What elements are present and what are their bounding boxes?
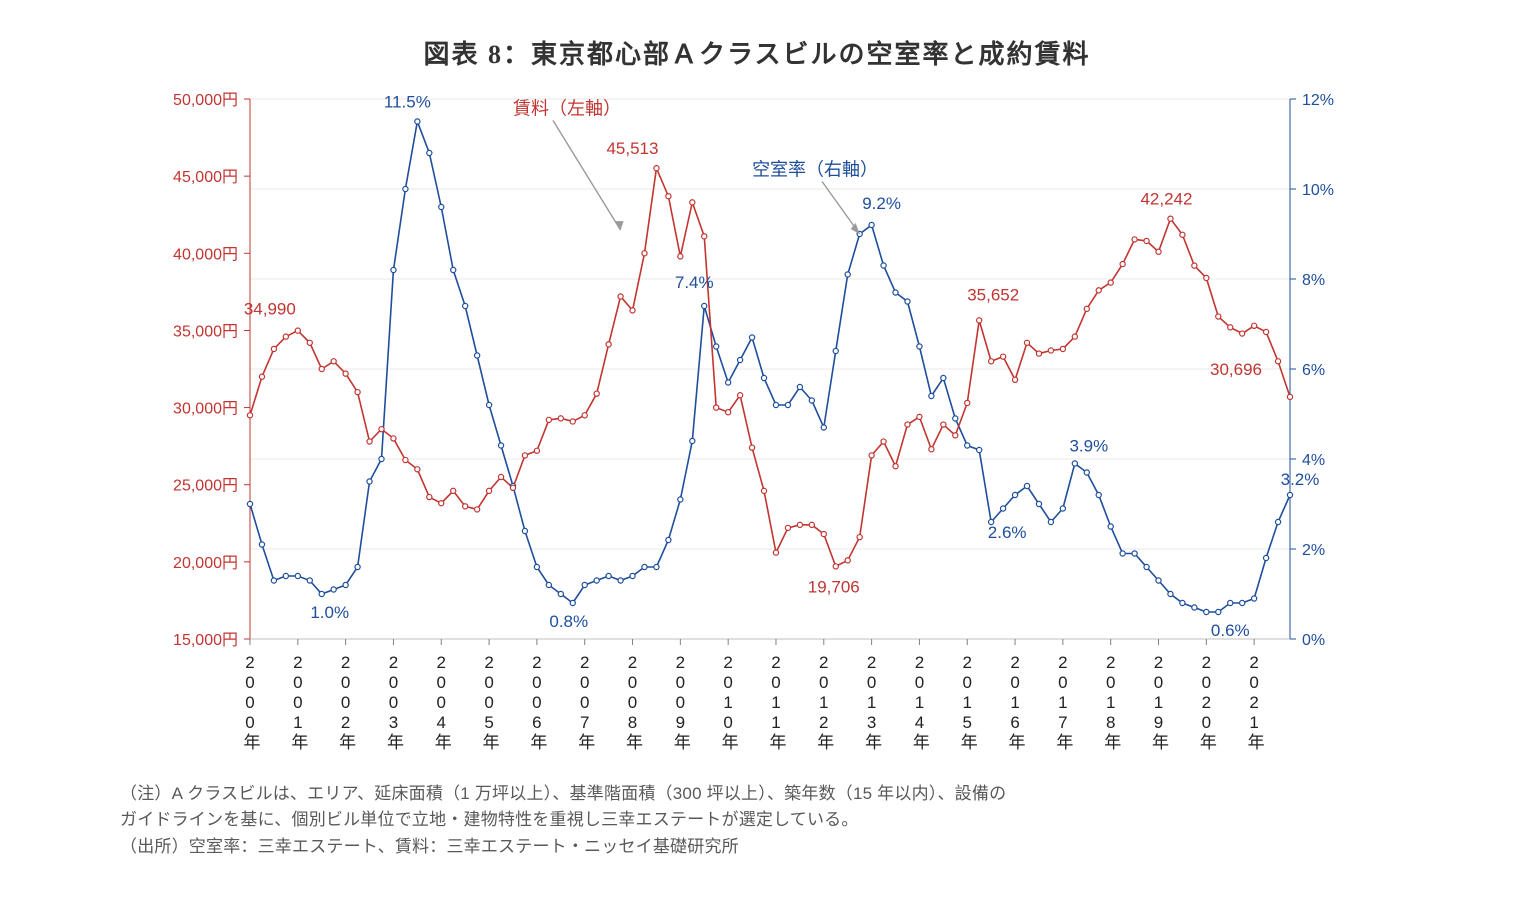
x-axis-year-label: 2000年 xyxy=(241,653,261,751)
x-axis-year-label: 2012年 xyxy=(814,653,834,751)
left-axis-tick-label: 35,000円 xyxy=(173,323,238,340)
x-axis-year-label: 2003年 xyxy=(384,653,404,751)
vacancy-value-annotation: 2.6% xyxy=(988,523,1027,542)
x-axis-year-label: 2005年 xyxy=(480,653,500,751)
x-axis-year-label: 2013年 xyxy=(862,653,882,751)
right-axis-tick-label: 12% xyxy=(1302,92,1334,109)
left-axis-tick-label: 30,000円 xyxy=(173,401,238,418)
footnote-line-3: （出所）空室率：三幸エステート、賃料：三幸エステート・ニッセイ基礎研究所 xyxy=(120,834,1394,860)
vacancy-value-annotation: 0.6% xyxy=(1211,621,1250,640)
rent-value-annotation: 30,696 xyxy=(1210,360,1262,379)
vacancy-value-annotation: 1.0% xyxy=(310,603,349,622)
footnote-line-2: ガイドラインを基に、個別ビル単位で立地・建物特性を重視し三幸エステートが選定して… xyxy=(120,807,1394,833)
x-axis-year-label: 2004年 xyxy=(432,653,452,751)
chart-footnotes: （注）A クラスビルは、エリア、延床面積（1 万坪以上）、基準階面積（300 坪… xyxy=(120,781,1394,860)
left-axis-tick-label: 50,000円 xyxy=(173,92,238,109)
x-axis-year-label: 2008年 xyxy=(623,653,643,751)
vacancy-value-annotation: 3.9% xyxy=(1069,437,1108,456)
footnote-line-1: （注）A クラスビルは、エリア、延床面積（1 万坪以上）、基準階面積（300 坪… xyxy=(120,781,1394,807)
dual-axis-line-chart: 15,000円 20,000円 25,000円 30,000円 35,000円 40,00… xyxy=(120,85,1394,765)
x-axis-year-label: 2020年 xyxy=(1197,653,1217,751)
x-axis-year-label: 2010年 xyxy=(719,653,739,751)
x-axis-year-label: 2019年 xyxy=(1149,653,1169,751)
left-axis-tick-label: 15,000円 xyxy=(173,632,238,649)
rent-value-annotation: 45,513 xyxy=(606,139,658,158)
left-axis-tick-label: 20,000円 xyxy=(173,555,238,572)
x-axis-year-label: 2017年 xyxy=(1053,653,1073,751)
x-axis-year-label: 2006年 xyxy=(527,653,547,751)
left-axis-tick-label: 45,000円 xyxy=(173,169,238,186)
right-axis-tick-label: 6% xyxy=(1302,362,1325,379)
chart-title: 図表 8：東京都心部Ａクラスビルの空室率と成約賃料 xyxy=(120,34,1394,71)
right-axis-tick-label: 10% xyxy=(1302,182,1334,199)
x-axis-year-label: 2001年 xyxy=(288,653,308,751)
x-axis-year-label: 2014年 xyxy=(910,653,930,751)
x-axis-year-label: 2007年 xyxy=(575,653,595,751)
vacancy-value-annotation: 11.5% xyxy=(384,93,431,112)
right-axis-tick-label: 0% xyxy=(1302,632,1325,649)
right-axis-tick-label: 8% xyxy=(1302,272,1325,289)
vacancy-value-annotation: 7.4% xyxy=(675,273,714,292)
x-axis-year-label: 2021年 xyxy=(1245,653,1265,751)
x-axis-year-label: 2011年 xyxy=(766,653,786,751)
left-axis-tick-label: 40,000円 xyxy=(173,246,238,263)
rent-legend-arrow xyxy=(553,120,621,230)
x-axis-year-label: 2015年 xyxy=(958,653,978,751)
right-axis-tick-label: 4% xyxy=(1302,452,1325,469)
vacancy-value-annotation: 0.8% xyxy=(549,612,588,631)
rent-value-annotation: 34,990 xyxy=(244,300,296,319)
left-axis-tick-label: 25,000円 xyxy=(173,478,238,495)
vacancy-legend-label: 空室率（右軸） xyxy=(752,160,878,180)
x-axis-year-label: 2002年 xyxy=(336,653,356,751)
rent-value-annotation: 35,652 xyxy=(967,285,1019,304)
x-axis-year-label: 2016年 xyxy=(1006,653,1026,751)
rent-value-annotation: 19,706 xyxy=(808,577,860,596)
rent-value-annotation: 42,242 xyxy=(1140,190,1192,209)
vacancy-line xyxy=(250,122,1290,613)
rent-line xyxy=(250,168,1290,566)
rent-legend-label: 賃料（左軸） xyxy=(513,98,621,118)
vacancy-value-annotation: 3.2% xyxy=(1281,470,1320,489)
x-axis-year-label: 2018年 xyxy=(1101,653,1121,751)
x-axis-year-label: 2009年 xyxy=(671,653,691,751)
vacancy-value-annotation: 9.2% xyxy=(862,194,901,213)
right-axis-tick-label: 2% xyxy=(1302,542,1325,559)
